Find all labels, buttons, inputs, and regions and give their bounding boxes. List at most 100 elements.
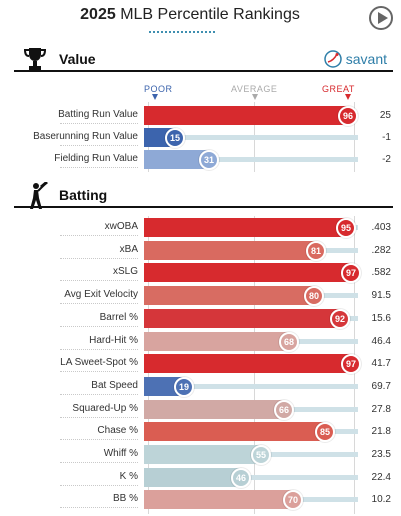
metric-value: .403 bbox=[371, 222, 391, 233]
metric-row[interactable]: Fielding Run Value 31 -2 bbox=[0, 150, 401, 170]
metric-label: Barrel % bbox=[99, 311, 138, 323]
percentile-dot[interactable]: 96 bbox=[338, 106, 358, 126]
metric-row[interactable]: xwOBA 95 .403 bbox=[0, 218, 401, 238]
metric-label: xBA bbox=[119, 243, 138, 255]
metric-row[interactable]: Squared-Up % 66 27.8 bbox=[0, 399, 401, 420]
row-leader-dots bbox=[60, 507, 138, 509]
metric-label: BB % bbox=[112, 493, 138, 505]
percentile-bar bbox=[144, 286, 315, 306]
title-text: MLB Percentile Rankings bbox=[120, 6, 300, 23]
section-title-value: Value bbox=[59, 51, 96, 67]
row-leader-dots bbox=[60, 348, 138, 350]
metric-value: -2 bbox=[382, 154, 391, 165]
metric-row[interactable]: LA Sweet-Spot % 97 41.7 bbox=[0, 354, 401, 375]
percentile-track bbox=[144, 474, 358, 480]
percentile-dot[interactable]: 92 bbox=[330, 308, 350, 329]
metric-value: 46.4 bbox=[371, 335, 391, 347]
value-section-header: Value savant bbox=[14, 46, 393, 72]
percentile-bar bbox=[144, 240, 317, 260]
row-leader-dots bbox=[60, 145, 138, 146]
metric-label: xSLG bbox=[112, 266, 138, 278]
percentile-bar bbox=[144, 354, 352, 374]
metric-label: Squared-Up % bbox=[72, 402, 138, 414]
metric-value: 27.8 bbox=[371, 403, 391, 415]
metric-value: 91.5 bbox=[371, 290, 391, 302]
percentile-bar bbox=[144, 106, 349, 125]
row-leader-dots bbox=[60, 123, 138, 124]
row-leader-dots bbox=[60, 280, 138, 282]
percentile-dot[interactable]: 66 bbox=[274, 399, 294, 420]
percentile-bar bbox=[144, 445, 262, 464]
percentile-bar bbox=[144, 218, 347, 237]
metric-row[interactable]: Chase % 85 21.8 bbox=[0, 422, 401, 443]
metric-value: 23.5 bbox=[371, 449, 391, 460]
metric-label: Batting Run Value bbox=[58, 109, 138, 120]
metric-value: 69.7 bbox=[371, 380, 391, 392]
percentile-track bbox=[144, 135, 358, 140]
metric-label: Bat Speed bbox=[91, 379, 138, 391]
scale-average-arrow bbox=[252, 94, 258, 100]
metric-label: Fielding Run Value bbox=[54, 153, 138, 164]
metric-row[interactable]: Hard-Hit % 68 46.4 bbox=[0, 331, 401, 352]
scale-great-label: GREAT bbox=[322, 84, 355, 94]
metric-row[interactable]: Avg Exit Velocity 80 91.5 bbox=[0, 286, 401, 307]
batter-icon bbox=[22, 180, 50, 217]
scale-great-arrow bbox=[345, 94, 351, 100]
metric-row[interactable]: Bat Speed 19 69.7 bbox=[0, 376, 401, 397]
percentile-dot[interactable]: 68 bbox=[279, 331, 299, 352]
percentile-bar bbox=[144, 467, 242, 487]
metric-row[interactable]: Barrel % 92 15.6 bbox=[0, 308, 401, 329]
play-button[interactable] bbox=[369, 6, 393, 30]
metric-row[interactable]: xSLG 97 .582 bbox=[0, 263, 401, 284]
row-leader-dots bbox=[60, 462, 138, 463]
percentile-dot[interactable]: 70 bbox=[283, 490, 303, 511]
scale-poor-arrow bbox=[152, 94, 158, 100]
batting-section-header: Batting bbox=[14, 180, 393, 209]
percentile-dot[interactable]: 31 bbox=[199, 150, 219, 170]
metric-value: -1 bbox=[382, 132, 391, 143]
savant-logo-icon bbox=[324, 50, 342, 71]
section-title-batting: Batting bbox=[59, 187, 108, 203]
percentile-dot[interactable]: 97 bbox=[341, 354, 361, 375]
row-leader-dots bbox=[60, 393, 138, 395]
percentile-dot[interactable]: 46 bbox=[231, 467, 251, 488]
percentile-bar bbox=[144, 308, 341, 328]
percentile-dot[interactable]: 19 bbox=[174, 376, 194, 397]
scale-average-label: AVERAGE bbox=[231, 84, 278, 94]
percentile-dot[interactable]: 55 bbox=[251, 445, 271, 465]
row-leader-dots bbox=[60, 371, 138, 373]
row-leader-dots bbox=[60, 235, 138, 236]
metric-label: Chase % bbox=[97, 425, 138, 437]
metric-value: .282 bbox=[371, 244, 391, 256]
percentile-dot[interactable]: 81 bbox=[306, 240, 326, 261]
percentile-track bbox=[144, 157, 358, 162]
metric-row[interactable]: xBA 81 .282 bbox=[0, 240, 401, 261]
percentile-dot[interactable]: 80 bbox=[304, 286, 324, 307]
metric-label: xwOBA bbox=[104, 221, 138, 232]
section-rule bbox=[14, 206, 393, 208]
metric-row[interactable]: Baserunning Run Value 15 -1 bbox=[0, 128, 401, 148]
percentile-bar bbox=[144, 422, 326, 442]
percentile-bar bbox=[144, 399, 285, 419]
metric-value: 41.7 bbox=[371, 358, 391, 370]
percentile-dot[interactable]: 95 bbox=[336, 218, 356, 238]
percentile-bar bbox=[144, 150, 210, 169]
metric-label: Avg Exit Velocity bbox=[64, 289, 138, 301]
percentile-bar bbox=[144, 331, 290, 351]
metric-row[interactable]: K % 46 22.4 bbox=[0, 467, 401, 488]
savant-brand[interactable]: savant bbox=[324, 50, 387, 71]
metric-value: 22.4 bbox=[371, 471, 391, 483]
metric-row[interactable]: Whiff % 55 23.5 bbox=[0, 445, 401, 465]
percentile-dot[interactable]: 85 bbox=[315, 422, 335, 443]
savant-label: savant bbox=[345, 51, 387, 68]
metric-row[interactable]: Batting Run Value 96 25 bbox=[0, 106, 401, 126]
percentile-dot[interactable]: 15 bbox=[165, 128, 185, 148]
row-leader-dots bbox=[60, 257, 138, 259]
percentile-dot[interactable]: 97 bbox=[341, 263, 361, 284]
row-leader-dots bbox=[60, 167, 138, 168]
page-title: 2025 MLB Percentile Rankings bbox=[0, 6, 380, 24]
metric-row[interactable]: BB % 70 10.2 bbox=[0, 490, 401, 511]
percentile-track bbox=[144, 383, 358, 389]
row-leader-dots bbox=[60, 439, 138, 441]
scale-poor-label: POOR bbox=[144, 84, 173, 94]
